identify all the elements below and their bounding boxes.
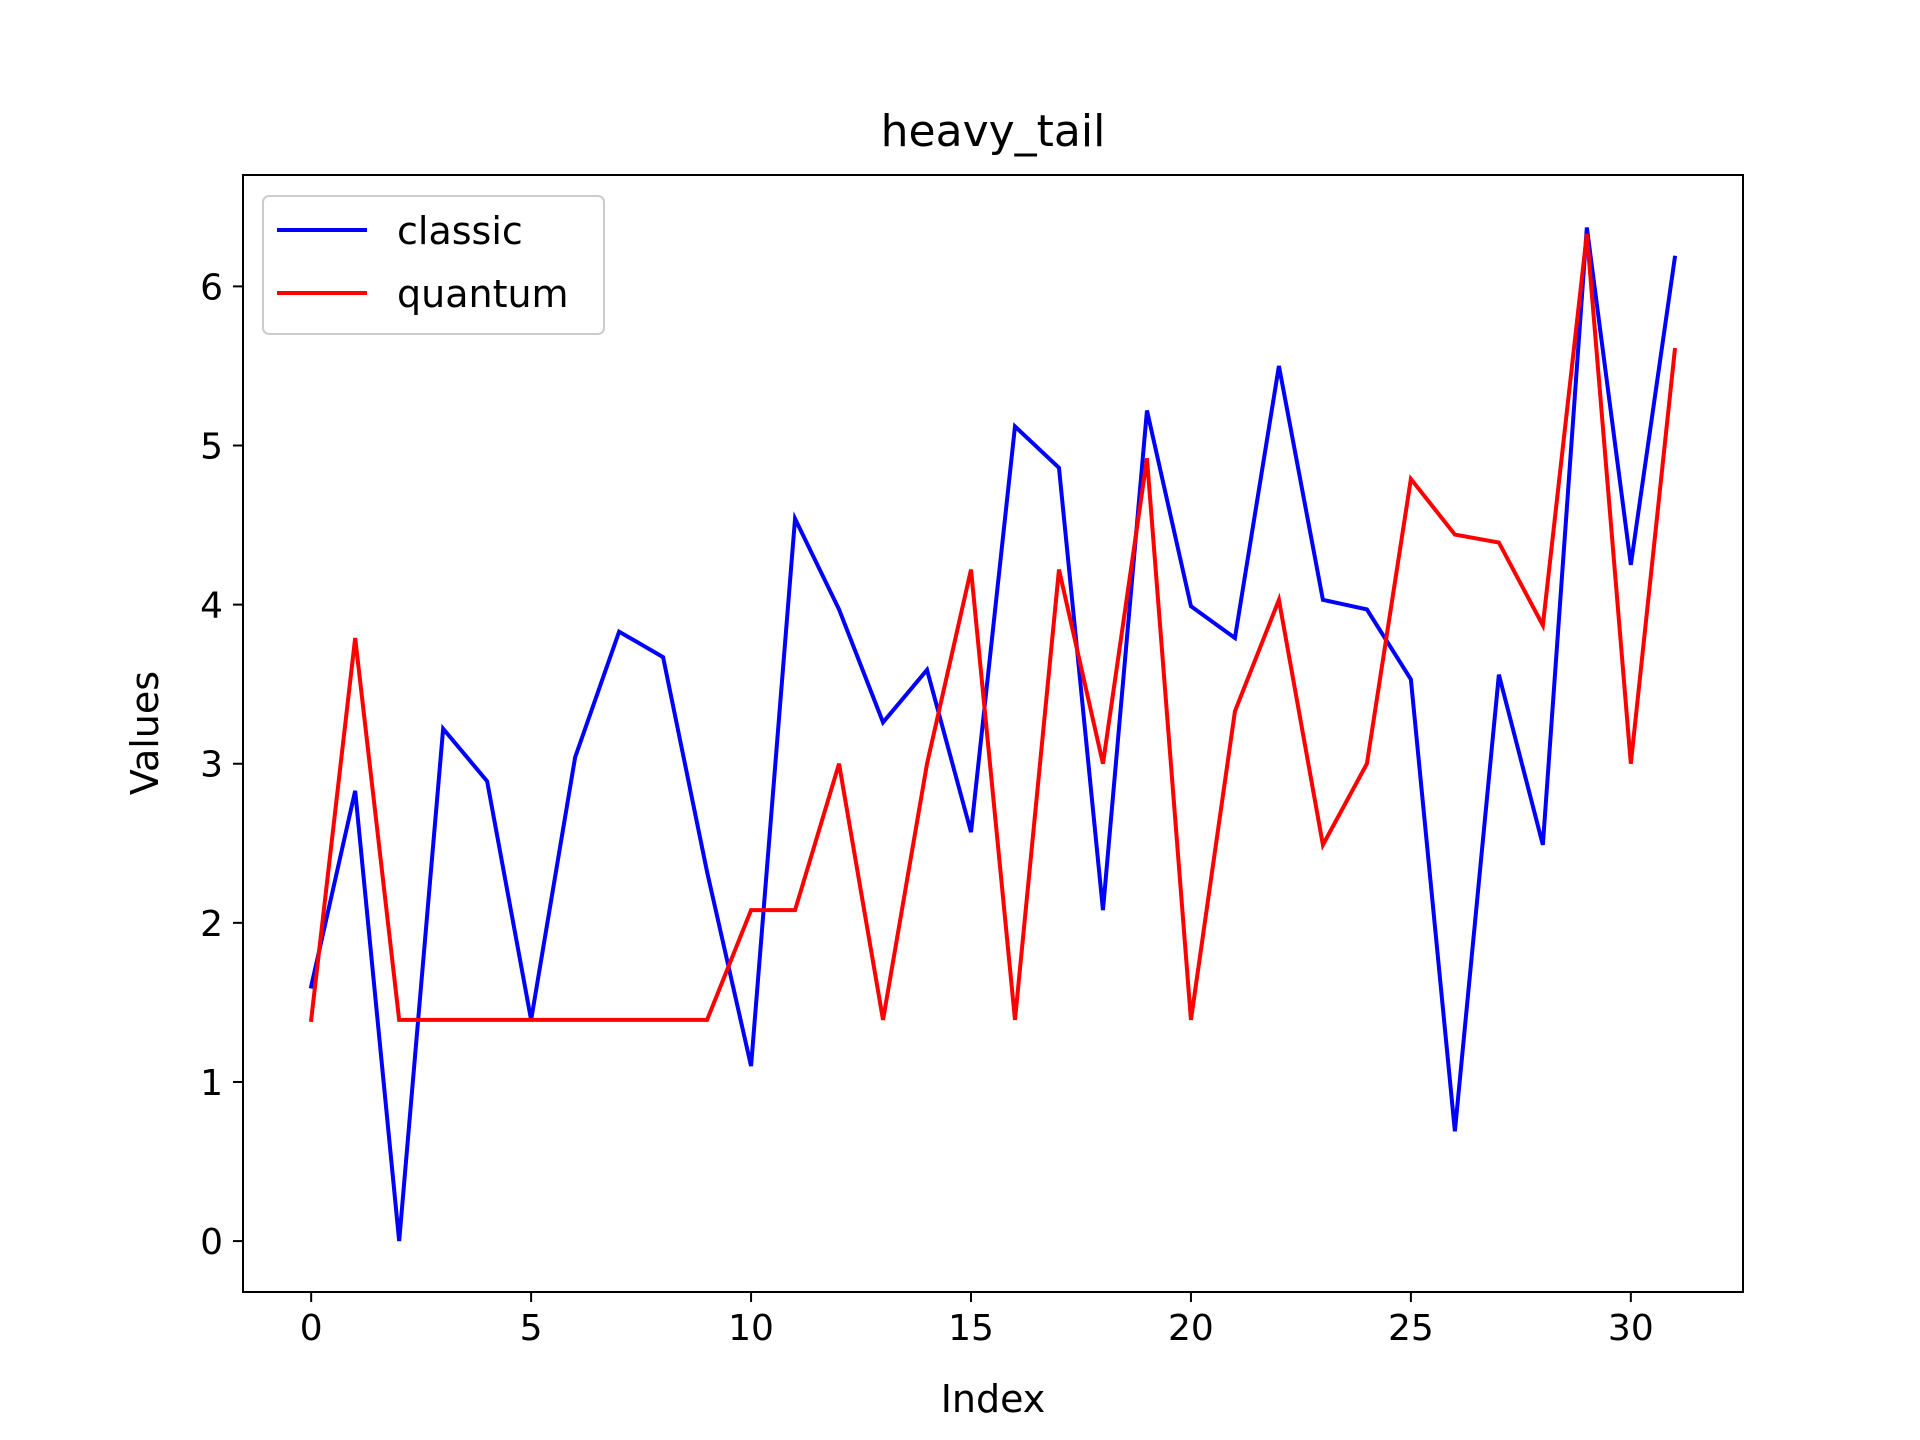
y-tick-label: 4 (200, 586, 223, 627)
y-tick-label: 1 (200, 1063, 223, 1104)
plot-series (308, 227, 1678, 1242)
chart-title: heavy_tail (881, 106, 1106, 157)
x-tick-label: 15 (948, 1308, 994, 1349)
y-axis-label: Values (123, 671, 167, 795)
y-tick-label: 5 (200, 426, 223, 467)
legend-label-classic: classic (397, 209, 523, 253)
y-tick-label: 3 (200, 745, 223, 786)
x-tick-label: 25 (1388, 1308, 1434, 1349)
axis-ticks: 0 5 10 15 20 25 30 0 1 2 3 4 5 6 (200, 267, 1654, 1349)
x-tick-label: 20 (1168, 1308, 1214, 1349)
x-tick-label: 0 (300, 1308, 323, 1349)
legend: classic quantum (262, 195, 605, 335)
plot-frame (242, 174, 1744, 1293)
x-tick-label: 5 (520, 1308, 543, 1349)
series-line-classic (308, 227, 1678, 1242)
legend-label-quantum: quantum (397, 272, 569, 316)
series-line-quantum (308, 233, 1678, 1023)
y-tick-label: 2 (200, 904, 223, 945)
x-tick-label: 30 (1608, 1308, 1654, 1349)
y-tick-label: 0 (200, 1222, 223, 1263)
x-tick-label: 10 (728, 1308, 774, 1349)
x-axis-label: Index (941, 1377, 1046, 1421)
y-tick-label: 6 (200, 267, 223, 308)
